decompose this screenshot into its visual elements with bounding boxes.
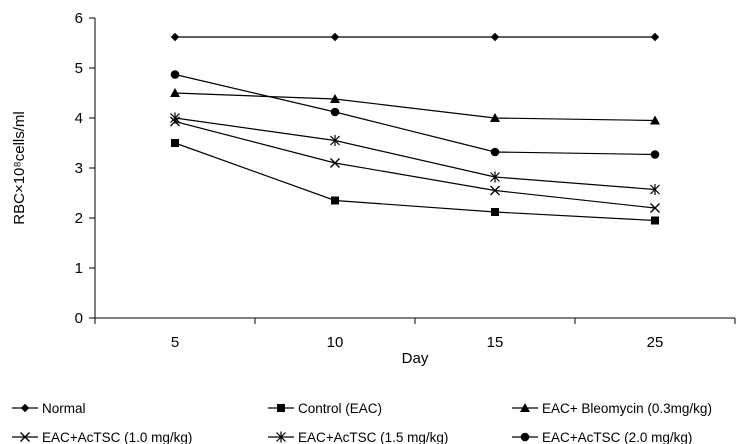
legend-label: EAC+AcTSC (2.0 mg/kg) <box>542 430 692 444</box>
data-point <box>651 216 659 225</box>
legend-marker <box>20 432 30 442</box>
data-point <box>490 171 500 183</box>
data-point <box>490 185 500 196</box>
series-triangle <box>170 88 660 125</box>
y-tick-label: 2 <box>75 210 83 227</box>
data-point <box>650 203 660 213</box>
legend-item: EAC+AcTSC (1.0 mg/kg) <box>12 430 192 444</box>
data-point <box>490 113 500 122</box>
series-star <box>170 112 660 195</box>
legend-item: Control (EAC) <box>268 401 382 416</box>
series-x <box>170 116 660 213</box>
data-point <box>330 158 340 168</box>
y-tick-label: 0 <box>75 310 83 327</box>
data-point <box>490 147 500 157</box>
data-point <box>330 32 340 42</box>
data-point <box>650 115 660 125</box>
chart-series <box>170 32 660 225</box>
data-point <box>330 94 340 103</box>
legend-item: EAC+AcTSC (1.5 mg/kg) <box>268 430 448 444</box>
legend-label: EAC+AcTSC (1.5 mg/kg) <box>298 430 448 444</box>
y-tick-label: 6 <box>75 10 83 27</box>
series-line <box>174 120 656 209</box>
data-point <box>171 139 179 147</box>
legend-marker <box>276 431 286 443</box>
legend-label: EAC+ Bleomycin (0.3mg/kg) <box>542 401 712 416</box>
x-tick-labels: 5 10 15 25 <box>171 334 664 351</box>
legend-marker <box>277 404 285 412</box>
data-point <box>170 32 180 42</box>
series-line <box>174 73 656 156</box>
legend-marker <box>20 403 30 413</box>
series-diamond <box>170 32 660 42</box>
data-point <box>330 135 340 146</box>
data-point <box>491 208 499 216</box>
x-tick-label: 10 <box>327 334 344 351</box>
data-point <box>170 70 180 79</box>
y-tick-label: 5 <box>75 60 83 77</box>
y-tick-labels: 0 1 2 3 4 5 6 <box>75 10 83 327</box>
legend-item: EAC+AcTSC (2.0 mg/kg) <box>512 430 692 444</box>
legend-item: EAC+ Bleomycin (0.3mg/kg) <box>512 401 712 416</box>
data-point <box>650 184 660 195</box>
data-point <box>650 32 660 42</box>
data-point <box>170 88 180 97</box>
chart-axes <box>89 17 736 324</box>
series-circle <box>170 70 660 159</box>
data-point <box>650 150 660 159</box>
x-tick-label: 25 <box>647 334 664 351</box>
chart-legend: Normal Control (EAC) EAC+ Bleomycin (0.3mg… <box>12 401 712 444</box>
series-line <box>174 92 656 122</box>
legend-marker <box>520 403 530 412</box>
legend-label: Control (EAC) <box>298 401 382 416</box>
legend-item: Normal <box>12 401 86 416</box>
legend-label: Normal <box>42 401 86 416</box>
y-axis-title: RBC×10⁸cells/ml <box>11 111 28 224</box>
data-point <box>330 107 340 117</box>
legend-label: EAC+AcTSC (1.0 mg/kg) <box>42 430 192 444</box>
x-axis-title: Day <box>402 350 429 367</box>
legend-marker <box>520 432 530 442</box>
x-tick-label: 5 <box>171 334 179 351</box>
y-tick-label: 4 <box>75 110 83 127</box>
y-tick-label: 3 <box>75 160 83 177</box>
series-line <box>174 142 656 222</box>
y-tick-label: 1 <box>75 260 83 277</box>
data-point <box>170 112 180 124</box>
series-line <box>174 117 656 191</box>
x-tick-label: 15 <box>487 334 504 351</box>
data-point <box>490 32 500 42</box>
series-square <box>171 139 659 225</box>
data-point <box>331 196 339 205</box>
